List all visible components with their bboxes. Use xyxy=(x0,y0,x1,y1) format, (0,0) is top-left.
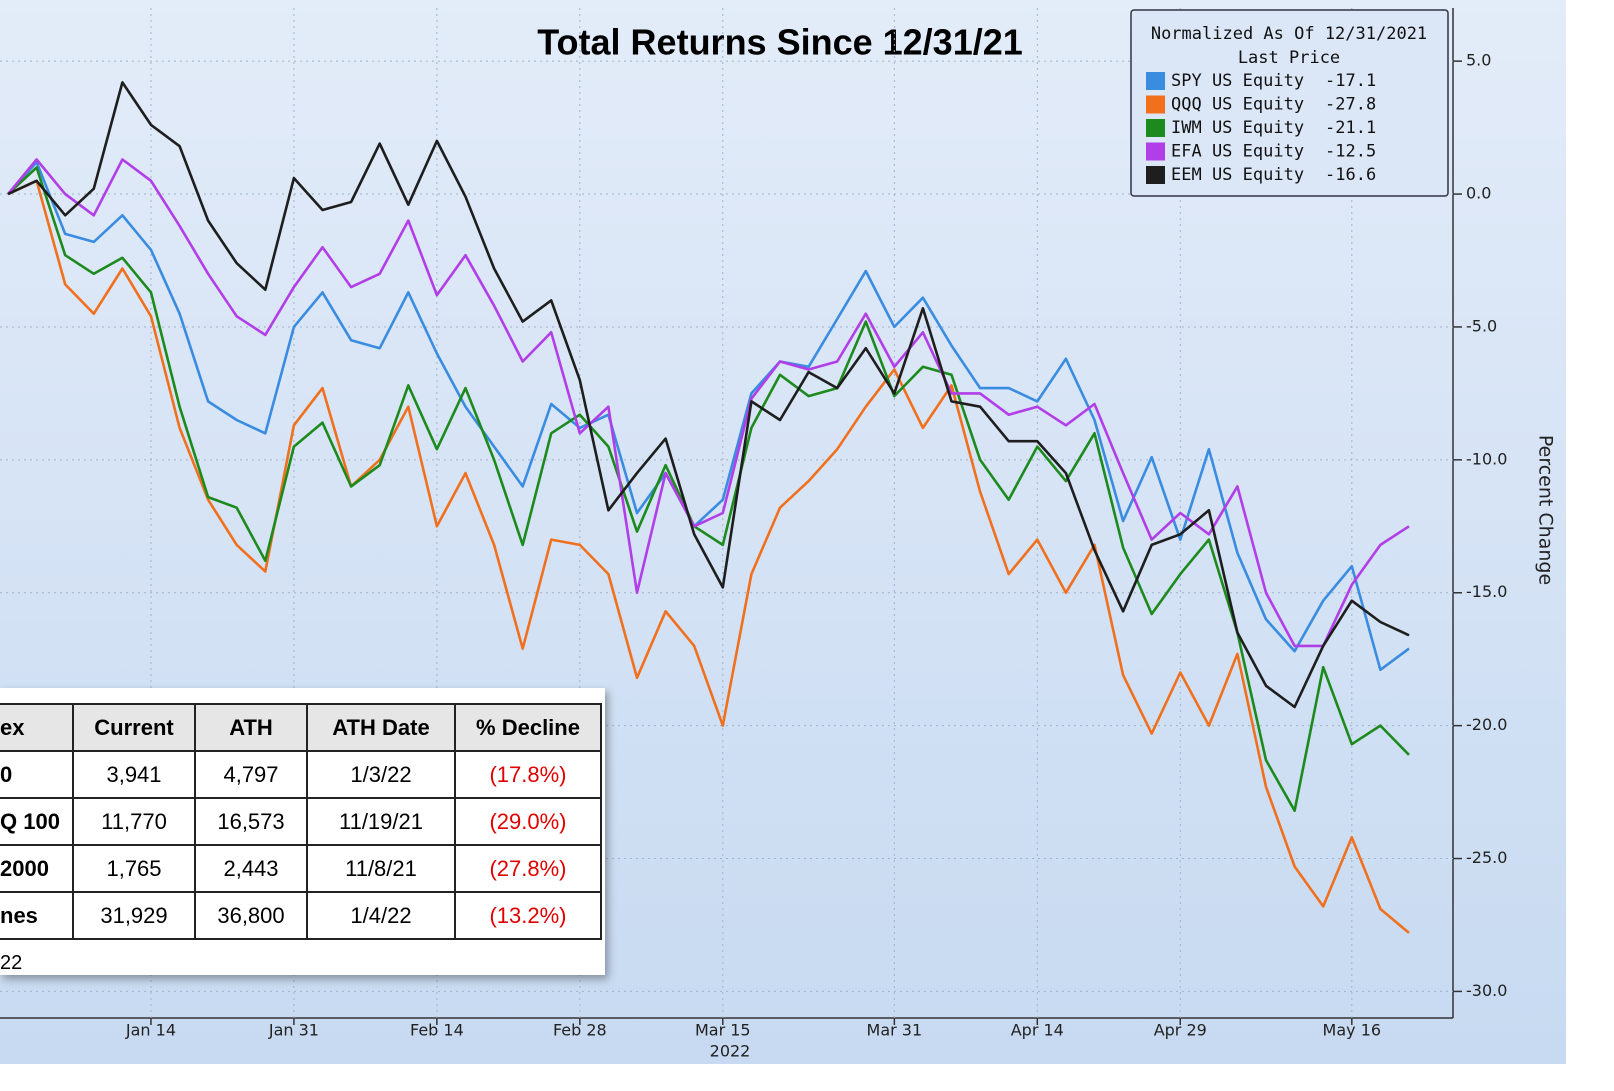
table-cell: 11/19/21 xyxy=(306,797,456,846)
table-cell: 4,797 xyxy=(194,750,308,799)
legend-swatch xyxy=(1146,119,1165,137)
table-cell: Q 100 xyxy=(0,797,74,846)
legend-value: -21.1 xyxy=(1325,118,1376,138)
x-tick-label: Feb 14 xyxy=(410,1021,464,1040)
x-tick-label: Apr 14 xyxy=(1011,1021,1064,1040)
y-tick-label: 5.0 xyxy=(1466,51,1491,70)
table-cell: 1,765 xyxy=(72,844,196,893)
table-note: 22 xyxy=(0,952,23,974)
table-cell: (29.0%) xyxy=(454,797,602,846)
table-row: 0 3,941 4,797 1/3/22 (17.8%) xyxy=(0,750,602,799)
table-cell: 0 xyxy=(0,750,74,799)
y-tick-label: -30.0 xyxy=(1466,981,1507,1000)
x-tick-label: Mar 31 xyxy=(867,1021,923,1040)
series-line xyxy=(7,160,1410,672)
y-tick-label: -20.0 xyxy=(1466,715,1507,734)
legend-value: -16.6 xyxy=(1325,165,1376,185)
table: ex Current ATH ATH Date% Decline 0 3,941 4,79… xyxy=(0,703,602,940)
y-axis-label: Percent Change xyxy=(1535,435,1557,585)
x-axis-label: 2022 xyxy=(710,1042,751,1061)
table-cell: 16,573 xyxy=(194,797,308,846)
plot-area xyxy=(0,8,1453,1018)
table-panel: ex Current ATH ATH Date% Decline 0 3,941 4,79… xyxy=(0,688,605,975)
y-tick-label: 0.0 xyxy=(1466,184,1491,203)
table-body: 0 3,941 4,797 1/3/22 (17.8%) Q 100 11,770 16,57… xyxy=(0,750,602,940)
legend-value: -27.8 xyxy=(1325,95,1376,115)
table-cell: 36,800 xyxy=(194,891,308,940)
x-tick-label: Jan 14 xyxy=(125,1021,176,1040)
legend-swatch xyxy=(1146,166,1165,184)
table-header-cell: ex xyxy=(0,703,74,752)
legend-label: EFA US Equity xyxy=(1171,142,1304,162)
table-cell: nes xyxy=(0,891,74,940)
table-header-cell: Current xyxy=(72,703,196,752)
series-line xyxy=(7,179,1410,934)
series-line xyxy=(6,158,1410,648)
x-tick-label: May 16 xyxy=(1323,1021,1382,1040)
table-header-cell: ATH Date xyxy=(306,703,456,752)
y-tick-label: -10.0 xyxy=(1466,449,1507,468)
legend-subtitle: Last Price xyxy=(1238,48,1340,68)
legend-value: -12.5 xyxy=(1325,142,1376,162)
x-tick-label: Apr 29 xyxy=(1154,1021,1207,1040)
legend-label: IWM US Equity xyxy=(1171,118,1304,138)
table-cell: (27.8%) xyxy=(454,844,602,893)
table-cell: 11/8/21 xyxy=(306,844,456,893)
table-cell: 2,443 xyxy=(194,844,308,893)
y-tick-label: -25.0 xyxy=(1466,848,1507,867)
table-header-cell: ATH xyxy=(194,703,308,752)
legend-swatch xyxy=(1146,95,1165,114)
table-row: 2000 1,765 2,443 11/8/21 (27.8%) xyxy=(0,844,602,893)
table-header: ex Current ATH ATH Date% Decline xyxy=(0,703,602,752)
table-header-cell: % Decline xyxy=(454,703,602,752)
legend-value: -17.1 xyxy=(1325,71,1376,91)
table-cell: 3,941 xyxy=(72,750,196,799)
x-tick-label: Mar 15 xyxy=(695,1021,751,1040)
table-cell: (17.8%) xyxy=(454,750,602,799)
table-cell: 2000 xyxy=(0,844,74,893)
legend: SPY US Equity -17.1 QQQ US Equity -27.8 IWM … xyxy=(1146,71,1376,185)
x-tick-label: Jan 31 xyxy=(268,1021,319,1040)
y-tick-label: -15.0 xyxy=(1466,582,1507,601)
legend-label: QQQ US Equity xyxy=(1171,95,1304,115)
legend-label: SPY US Equity xyxy=(1171,71,1304,91)
table-cell: 11,770 xyxy=(72,797,196,846)
legend-label: EEM US Equity xyxy=(1171,165,1304,185)
table-cell: 31,929 xyxy=(72,891,196,940)
chart-title: Total Returns Since 12/31/21 xyxy=(537,22,1023,63)
legend-box xyxy=(1130,9,1449,197)
table-cell: 1/3/22 xyxy=(306,750,456,799)
table-row: Q 100 11,770 16,573 11/19/21 (29.0%) xyxy=(0,797,602,846)
table-cell: (13.2%) xyxy=(454,891,602,940)
legend-swatch xyxy=(1146,72,1165,90)
x-tick-label: Feb 28 xyxy=(553,1021,607,1040)
table-row: nes 31,929 36,800 1/4/22 (13.2%) xyxy=(0,891,602,940)
series-line xyxy=(7,166,1410,812)
y-tick-label: -5.0 xyxy=(1466,316,1497,335)
series-line xyxy=(7,81,1410,709)
legend-title: Normalized As Of 12/31/2021 xyxy=(1151,24,1427,44)
legend-swatch xyxy=(1146,142,1165,161)
table-cell: 1/4/22 xyxy=(306,891,456,940)
